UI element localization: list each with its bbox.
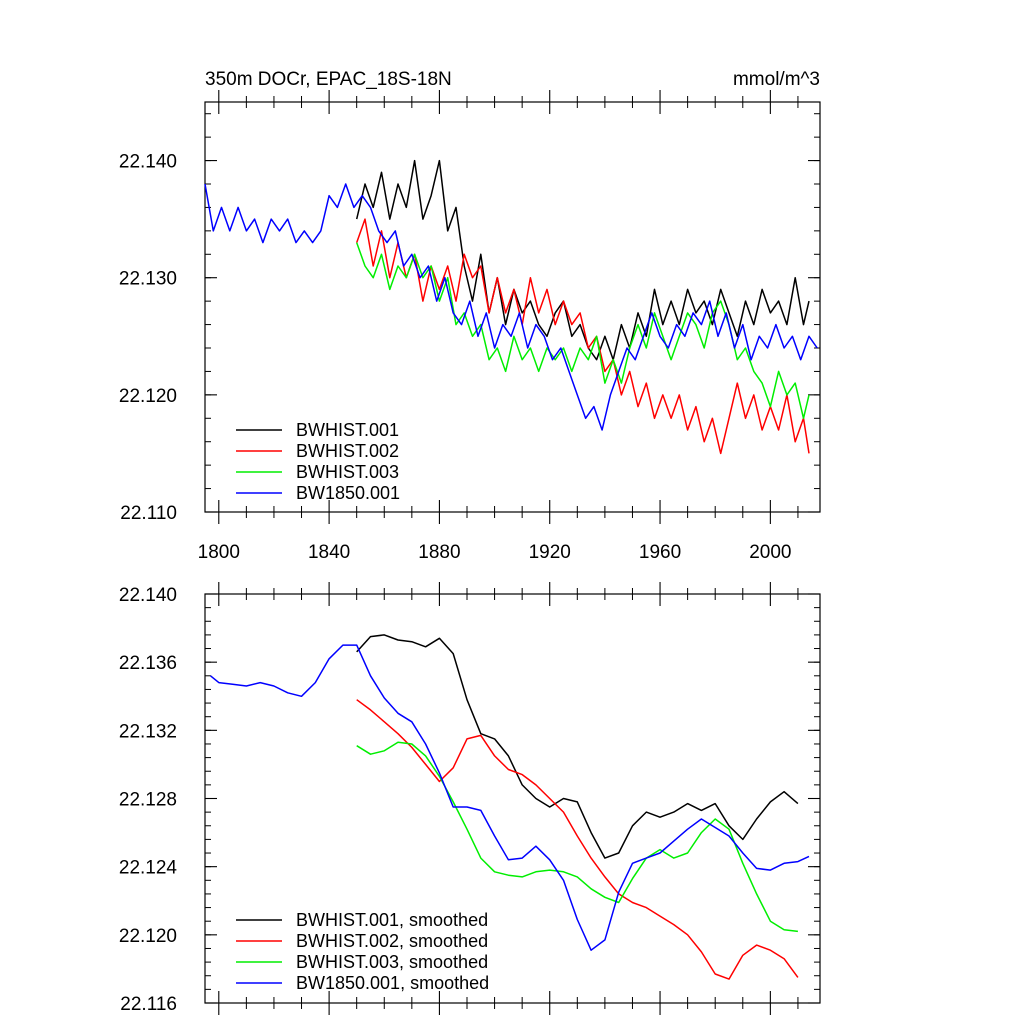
y-tick-label: 22.110 [120, 503, 177, 524]
y-tick-label: 22.136 [119, 653, 177, 674]
bottom-panel: 22.116 22.120 22.124 22.128 22.132 22.136 22.1… [119, 582, 821, 1015]
series-line-3 [356, 741, 798, 933]
y-tick-label: 22.124 [119, 858, 178, 879]
legend-label: BWHIST.003 [296, 462, 399, 482]
y-tick-label: 22.128 [119, 790, 177, 811]
y-tick-label: 22.140 [119, 152, 177, 173]
series-line-1 [356, 634, 799, 859]
legend-label: BWHIST.001, smoothed [296, 910, 488, 930]
y-tick-label: 22.140 [119, 585, 177, 606]
chart-title: 350m DOCr, EPAC_18S-18N [205, 69, 452, 90]
legend-label: BWHIST.001 [296, 420, 399, 440]
series-line-2 [356, 699, 799, 980]
legend-label: BW1850.001 [296, 483, 400, 503]
y-tick-label: 22.130 [119, 269, 177, 290]
plot-frame [204, 101, 821, 513]
units-label: mmol/m^3 [733, 69, 820, 90]
x-tick-label: 1800 [198, 542, 240, 563]
x-tick-label: 1840 [308, 542, 350, 563]
series-line-1 [355, 159, 810, 361]
x-tick-label: 2000 [749, 542, 791, 563]
series-line-4 [204, 183, 818, 431]
x-tick-label: 1960 [639, 542, 681, 563]
series-line-3 [355, 242, 810, 420]
y-tick-label: 22.132 [119, 721, 177, 742]
y-tick-label: 22.120 [119, 926, 177, 947]
x-tick-label: 1880 [418, 542, 460, 563]
series-line-2 [355, 218, 810, 455]
legend-label: BWHIST.002, smoothed [296, 931, 488, 951]
y-tick-label: 22.116 [120, 994, 177, 1015]
series-line-4 [210, 644, 810, 951]
x-tick-label: 1920 [529, 542, 571, 563]
legend-label: BWHIST.002 [296, 441, 399, 461]
legend-label: BWHIST.003, smoothed [296, 952, 488, 972]
legend-label: BW1850.001, smoothed [296, 973, 489, 993]
y-tick-label: 22.120 [119, 386, 177, 407]
top-panel: 350m DOCr, EPAC_18S-18N mmol/m^3 1800 184… [119, 69, 821, 563]
